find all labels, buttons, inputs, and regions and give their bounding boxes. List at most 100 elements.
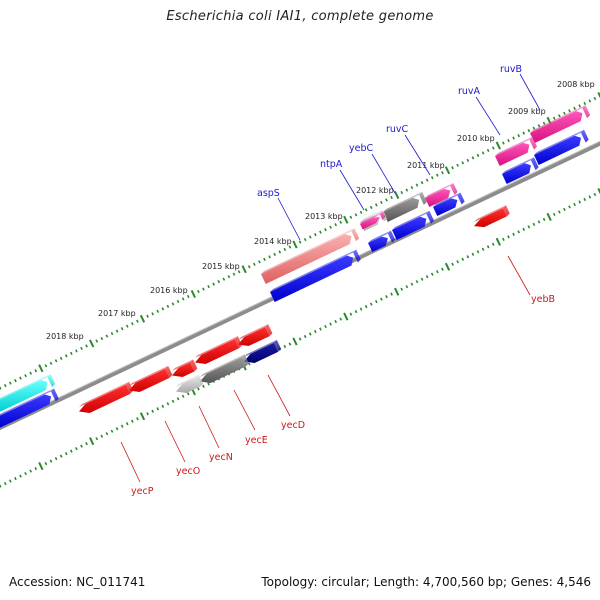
- reverse-gene-labels: yebB yecD yecE yecN yecO yecP: [120, 255, 555, 497]
- tick-mark: [583, 197, 587, 202]
- tick-mark: [354, 213, 358, 217]
- tick-mark: [319, 230, 322, 234]
- tick-mark: [375, 300, 378, 304]
- tick-mark: [64, 354, 68, 358]
- kbp-label-2008: 2008 kbp: [557, 80, 595, 89]
- tick-mark: [268, 255, 271, 259]
- tick-mark: [359, 210, 363, 214]
- tick-mark: [441, 267, 444, 271]
- tick-mark: [171, 302, 175, 306]
- cds-blue-7: [0, 388, 59, 428]
- tick-mark: [70, 449, 73, 453]
- tick-mark: [131, 419, 134, 423]
- tick-mark: [349, 215, 353, 219]
- tick-mark: [507, 235, 510, 239]
- tick-mark: [502, 141, 505, 145]
- callout-yebB: [507, 255, 531, 296]
- tick-mark: [263, 257, 266, 261]
- tick-mark: [334, 319, 337, 324]
- tick-mark: [597, 187, 600, 195]
- tick-mark: [161, 307, 165, 311]
- tick-mark: [364, 208, 368, 212]
- tick-mark: [217, 280, 221, 284]
- gene-label-aspS: aspS: [257, 188, 280, 199]
- tick-mark: [461, 257, 465, 261]
- tick-mark: [298, 337, 302, 341]
- tick-mark: [120, 327, 124, 331]
- tick-mark: [253, 262, 256, 266]
- tick-mark: [38, 364, 44, 373]
- tick-mark: [44, 461, 48, 466]
- tick-mark: [394, 287, 400, 296]
- tick-mark: [461, 161, 465, 165]
- tick-mark: [75, 447, 78, 451]
- tick-mark: [227, 275, 231, 279]
- tick-mark: [80, 444, 83, 448]
- tick-mark: [512, 232, 515, 236]
- tick-mark: [471, 252, 475, 256]
- tick-mark: [49, 459, 53, 463]
- gene-label-ruvA: ruvA: [458, 86, 481, 97]
- tick-mark: [542, 217, 546, 222]
- tick-mark: [207, 382, 210, 386]
- tick-mark: [120, 424, 124, 428]
- tick-mark: [588, 195, 592, 199]
- gene-label-yecE: yecE: [245, 435, 268, 446]
- tick-mark: [466, 255, 470, 259]
- tick-mark: [415, 183, 419, 187]
- tick-mark: [380, 297, 383, 301]
- kbp-label-2012: 2012 kbp: [356, 186, 394, 195]
- tick-mark: [273, 252, 276, 257]
- tick-mark: [349, 312, 353, 316]
- tick-mark: [552, 116, 556, 120]
- tick-mark: [405, 285, 409, 289]
- tick-mark: [410, 185, 414, 190]
- tick-mark: [546, 212, 552, 221]
- gene-ruvB: [530, 105, 591, 143]
- kbp-label-2010: 2010 kbp: [457, 134, 495, 143]
- tick-mark: [9, 479, 12, 483]
- tick-mark: [151, 312, 154, 316]
- callout-yecD: [267, 374, 291, 417]
- tick-mark: [444, 262, 451, 271]
- tick-mark: [85, 442, 88, 446]
- tick-mark: [329, 322, 332, 326]
- tick-mark: [14, 476, 17, 481]
- tick-mark: [522, 131, 526, 135]
- tick-mark: [49, 361, 53, 365]
- tick-mark: [181, 297, 185, 301]
- tick-mark: [339, 317, 343, 321]
- callout-ruvB: [519, 73, 541, 111]
- tick-mark: [232, 272, 236, 276]
- tick-mark: [0, 386, 2, 390]
- tick-mark: [385, 295, 388, 299]
- tick-mark: [125, 422, 129, 426]
- tick-mark: [59, 356, 63, 360]
- tick-mark: [593, 96, 597, 101]
- callout-yecO: [164, 420, 186, 463]
- callout-ruvA: [475, 96, 501, 136]
- tick-mark: [54, 457, 58, 461]
- gene-cyan: [0, 374, 56, 412]
- tick-mark: [303, 334, 307, 339]
- kbp-label-2009: 2009 kbp: [508, 107, 546, 116]
- tick-mark: [537, 220, 541, 224]
- tick-mark: [70, 351, 73, 356]
- gene-aspS: [261, 228, 360, 284]
- tick-mark: [190, 289, 196, 299]
- kbp-label-2016: 2016 kbp: [150, 286, 188, 295]
- gene-yecO: [129, 365, 173, 393]
- tick-mark: [441, 171, 444, 175]
- tick-mark: [563, 111, 566, 115]
- tick-mark: [34, 369, 38, 373]
- tick-mark: [558, 114, 561, 118]
- feature-layer: [0, 105, 591, 428]
- tick-mark: [495, 141, 501, 150]
- tick-mark: [34, 466, 38, 471]
- tick-mark: [512, 136, 515, 140]
- tick-mark: [425, 275, 429, 279]
- tick-mark: [369, 302, 373, 306]
- tick-mark: [354, 309, 358, 314]
- tick-mark: [110, 429, 114, 433]
- tick-mark: [24, 374, 27, 378]
